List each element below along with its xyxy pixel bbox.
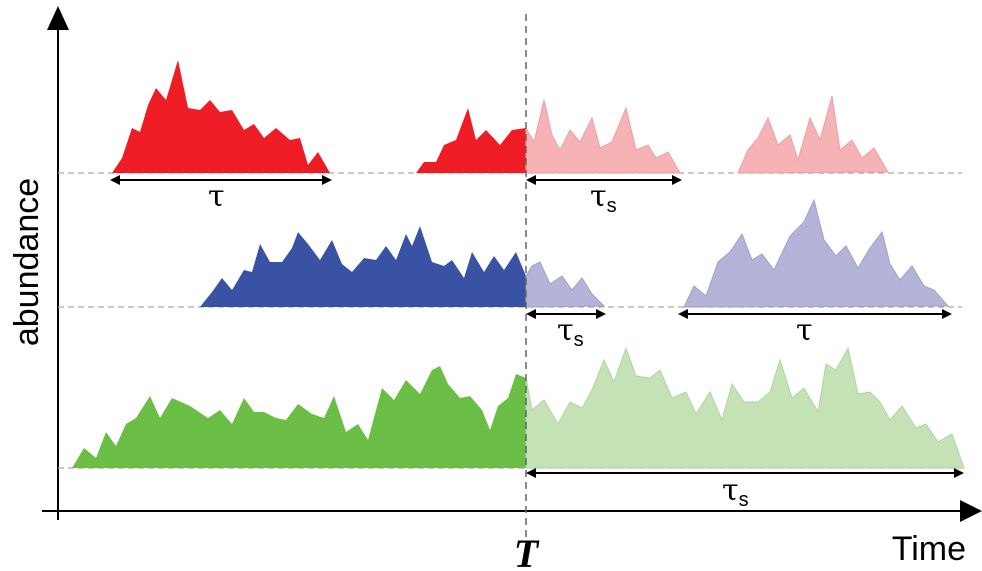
blue-area-1 [200, 226, 526, 307]
span-arrow-red-2 [526, 175, 682, 185]
tau-label-red-2: τs [590, 179, 617, 217]
y-axis-label: abundance [8, 178, 46, 346]
span-arrow-blue-1 [526, 309, 606, 319]
red-area-4 [737, 95, 889, 174]
span-arrow-green-1 [526, 468, 964, 478]
green-area-1 [72, 366, 526, 468]
tau-label-green-1: τs [722, 473, 749, 511]
x-axis-arrowhead [960, 500, 982, 522]
blue-area-3 [683, 198, 950, 308]
red-area-2 [416, 108, 526, 173]
tau-label-red-1: τ [208, 179, 225, 214]
t-label: T [514, 531, 540, 571]
red-area-1 [112, 60, 330, 173]
span-arrow-red-1 [110, 175, 332, 185]
span-arrow-blue-2 [678, 309, 952, 319]
blue-area-2 [525, 261, 606, 308]
y-axis-arrowhead [47, 6, 69, 30]
red-area-3 [525, 99, 681, 174]
x-axis-label: Time [892, 530, 966, 568]
green-area-2 [525, 346, 965, 469]
tau-label-blue-1: τs [557, 313, 584, 351]
tau-label-blue-2: τ [796, 313, 813, 348]
